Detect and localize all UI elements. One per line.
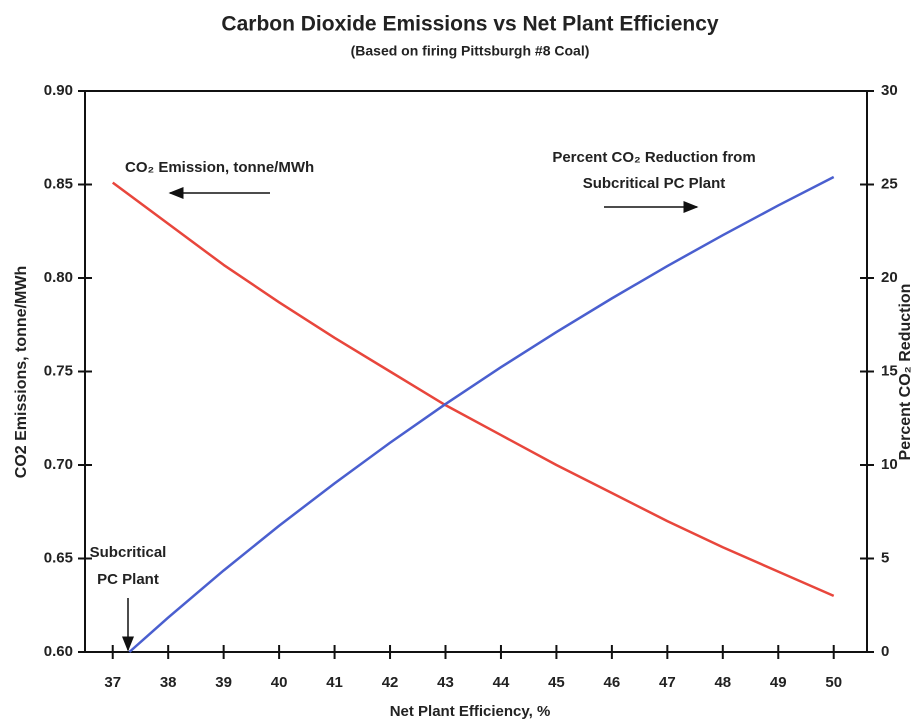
x-tick-label: 41: [326, 674, 343, 691]
chart-subtitle: (Based on firing Pittsburgh #8 Coal): [351, 43, 590, 59]
y-tick-label: 0.60: [44, 643, 73, 660]
x-tick-label: 48: [714, 674, 731, 691]
y-tick-label: 0.65: [44, 549, 73, 566]
x-tick-label: 50: [825, 674, 842, 691]
y-axis-label: CO2 Emissions, tonne/MWh: [13, 266, 30, 478]
x-tick-label: 39: [215, 674, 232, 691]
series-line: [128, 175, 835, 653]
x-tick-label: 49: [770, 674, 787, 691]
y-tick-label: 0.70: [44, 456, 73, 473]
series-line: [111, 181, 835, 598]
y2-tick-label: 15: [881, 362, 898, 379]
y-tick-label: 0.85: [44, 175, 73, 192]
chart-title: Carbon Dioxide Emissions vs Net Plant Ef…: [221, 13, 718, 36]
x-tick-label: 38: [160, 674, 177, 691]
x-tick-label: 47: [659, 674, 676, 691]
annotation: Subcritical: [90, 544, 167, 561]
y2-tick-label: 30: [881, 82, 898, 99]
y2-tick-label: 10: [881, 456, 898, 473]
annotation: Percent CO₂ Reduction from: [552, 149, 755, 166]
x-tick-label: 37: [104, 674, 121, 691]
annotation: PC Plant: [97, 571, 159, 588]
y-tick-label: 0.80: [44, 269, 73, 286]
y-tick-label: 0.75: [44, 362, 73, 379]
x-tick-label: 45: [548, 674, 565, 691]
y2-tick-label: 0: [881, 643, 889, 660]
x-tick-label: 46: [604, 674, 621, 691]
y2-tick-label: 20: [881, 269, 898, 286]
x-tick-label: 43: [437, 674, 454, 691]
y-tick-label: 0.90: [44, 82, 73, 99]
y2-tick-label: 5: [881, 549, 889, 566]
x-tick-label: 40: [271, 674, 288, 691]
annotation: Subcritical PC Plant: [583, 175, 726, 192]
y2-axis-label: Percent CO₂ Reduction: [897, 284, 914, 461]
annotation: CO₂ Emission, tonne/MWh: [125, 159, 314, 176]
x-axis-label: Net Plant Efficiency, %: [390, 703, 551, 720]
x-tick-label: 42: [382, 674, 399, 691]
y2-tick-label: 25: [881, 175, 898, 192]
x-tick-label: 44: [493, 674, 510, 691]
